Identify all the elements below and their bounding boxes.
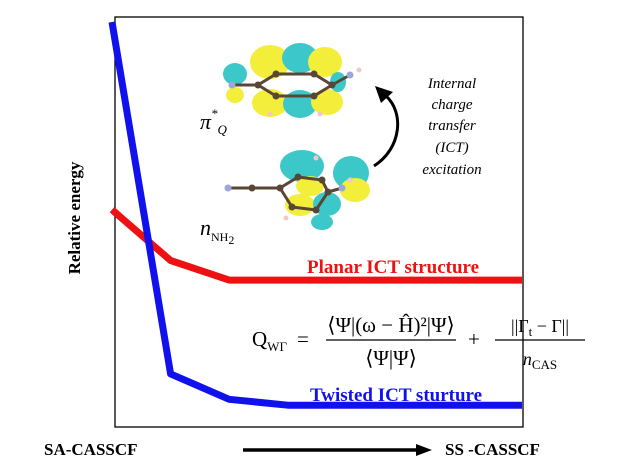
pi-star-orbital-label: π*Q: [200, 106, 228, 137]
svg-text:+: +: [468, 327, 480, 351]
x-direction-arrow: [243, 444, 432, 456]
n-orbital-label: nNH2: [200, 215, 234, 247]
n-orbital-picture: [224, 150, 370, 230]
excitation-annotation: Internal charge transfer (ICT) excitatio…: [422, 76, 481, 178]
x-end-label: SS -CASSCF: [445, 440, 540, 459]
svg-text:Internal: Internal: [427, 76, 476, 92]
svg-text:=: =: [297, 327, 309, 351]
series-line-planar: [109, 207, 522, 284]
svg-text:⟨Ψ|(ω − Ĥ)²|Ψ⟩: ⟨Ψ|(ω − Ĥ)²|Ψ⟩: [327, 313, 454, 337]
svg-text:⟨Ψ|Ψ⟩: ⟨Ψ|Ψ⟩: [365, 346, 417, 370]
series-label-planar: Planar ICT structure: [307, 257, 479, 278]
svg-text:transfer: transfer: [428, 118, 476, 134]
svg-text:||Γt − Γ||: ||Γt − Γ||: [511, 316, 569, 339]
svg-text:charge: charge: [431, 97, 472, 113]
series-line-twisted: [108, 21, 522, 409]
equation: QWΓ = ⟨Ψ|(ω − Ĥ)²|Ψ⟩ ⟨Ψ|Ψ⟩ + ||Γt − Γ|| …: [252, 313, 585, 372]
excitation-arrow: [373, 86, 400, 168]
series-layer: [108, 21, 522, 409]
pi-star-orbital-picture: [223, 43, 362, 118]
plot-frame: [114, 16, 524, 428]
y-axis-label: Relative energy: [65, 161, 84, 274]
svg-text:nCAS: nCAS: [523, 349, 557, 372]
x-start-label: SA-CASSCF: [44, 440, 138, 459]
svg-text:(ICT): (ICT): [435, 140, 468, 156]
svg-text:excitation: excitation: [422, 162, 481, 178]
svg-text:QWΓ: QWΓ: [252, 327, 287, 354]
series-label-twisted: Twisted ICT sturture: [310, 385, 482, 406]
